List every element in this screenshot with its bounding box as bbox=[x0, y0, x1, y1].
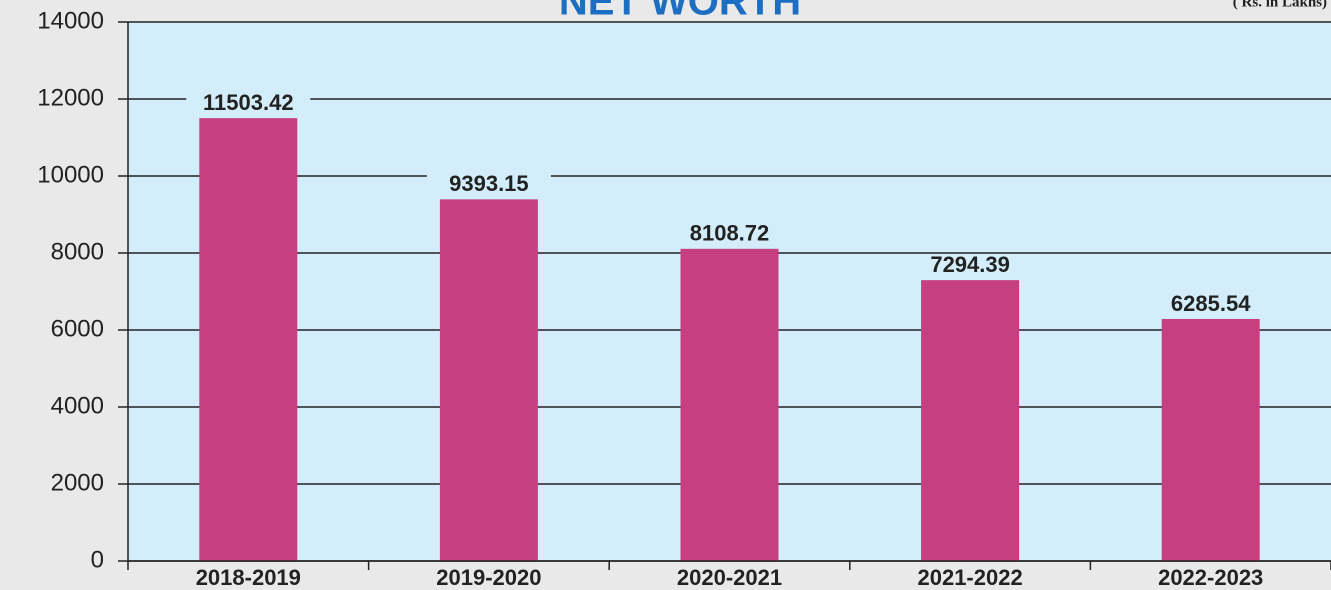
x-tick-label: 2019-2020 bbox=[436, 565, 541, 590]
label-bg bbox=[667, 222, 792, 247]
y-tick-label: 0 bbox=[91, 546, 104, 573]
value-label: 6285.54 bbox=[1171, 291, 1251, 316]
y-tick-label: 14000 bbox=[37, 7, 104, 34]
x-tick-label: 2018-2019 bbox=[196, 565, 301, 590]
bar bbox=[199, 118, 298, 561]
label-bg bbox=[186, 92, 311, 117]
x-tick-label: 2020-2021 bbox=[677, 565, 782, 590]
bar bbox=[439, 199, 538, 562]
x-tick-label: 2022-2023 bbox=[1158, 565, 1263, 590]
label-bg bbox=[426, 173, 551, 198]
y-tick-label: 8000 bbox=[51, 238, 104, 265]
value-label: 7294.39 bbox=[930, 252, 1010, 277]
y-tick-label: 6000 bbox=[51, 315, 104, 342]
y-tick-label: 12000 bbox=[37, 84, 104, 111]
value-label: 8108.72 bbox=[690, 221, 770, 246]
value-label: 11503.42 bbox=[203, 90, 294, 115]
y-tick-label: 10000 bbox=[37, 161, 104, 188]
y-tick-label: 2000 bbox=[51, 469, 104, 496]
unit-note: ( Rs. in Lakhs) bbox=[1233, 0, 1327, 10]
x-tick-label: 2021-2022 bbox=[917, 565, 1022, 590]
y-tick-label: 4000 bbox=[51, 392, 104, 419]
bar bbox=[1161, 319, 1260, 561]
bar bbox=[921, 280, 1020, 561]
bar bbox=[680, 248, 779, 562]
value-label: 9393.15 bbox=[449, 171, 529, 196]
chart-title: NET WORTH bbox=[559, 0, 801, 24]
label-bg bbox=[1148, 293, 1273, 318]
label-bg bbox=[908, 254, 1033, 279]
